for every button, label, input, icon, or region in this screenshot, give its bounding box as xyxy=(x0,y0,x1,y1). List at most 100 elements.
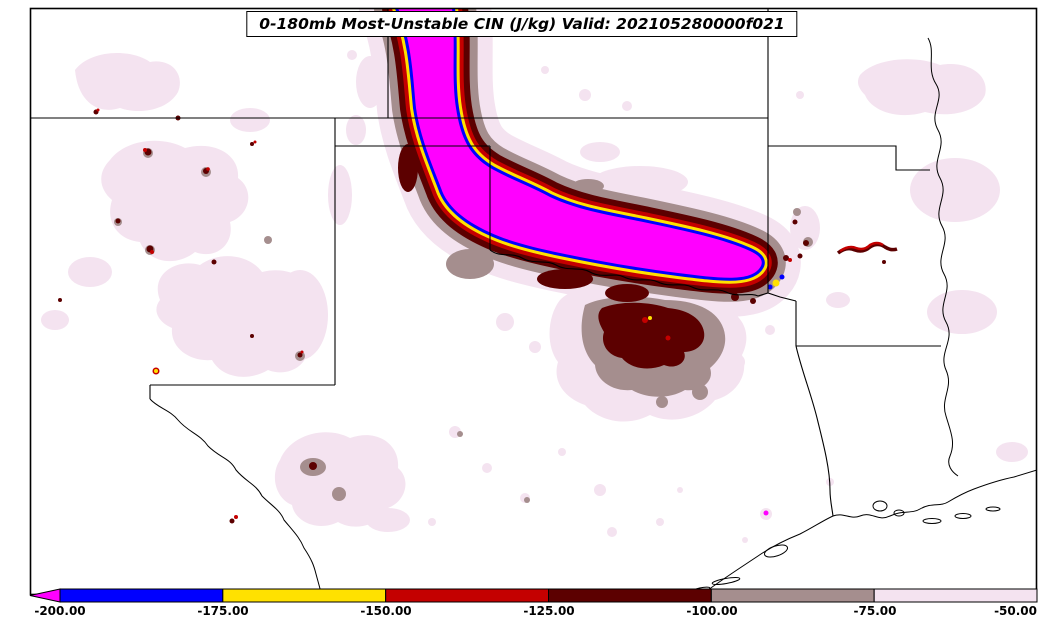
cin-patch xyxy=(346,115,366,145)
cin-patch xyxy=(605,284,649,302)
cin-patch xyxy=(580,142,620,162)
cin-layer-magenta xyxy=(398,8,769,516)
cin-speck xyxy=(150,250,154,254)
cin-filament-arkansas-red xyxy=(839,241,884,253)
cin-patch xyxy=(446,249,494,279)
cin-speck xyxy=(796,91,804,99)
cin-patch xyxy=(41,310,69,330)
contour-layers xyxy=(30,8,1037,595)
cin-speck xyxy=(750,298,756,304)
state-borders xyxy=(30,8,1037,595)
cin-patch-se-maroon xyxy=(598,302,705,369)
cin-speck xyxy=(154,369,158,373)
cin-speck xyxy=(496,313,514,331)
cin-speck xyxy=(677,487,683,493)
cin-speck xyxy=(264,236,272,244)
cin-speck xyxy=(143,148,147,152)
cin-patch xyxy=(572,179,604,193)
cin-speck xyxy=(729,354,745,370)
galveston-bay xyxy=(763,544,789,558)
cin-speck xyxy=(297,352,303,358)
coastal-lake xyxy=(872,500,888,512)
border-red-river xyxy=(489,249,797,302)
barrier-island xyxy=(922,518,942,524)
barrier-island xyxy=(954,513,972,519)
colorbar-segment-red xyxy=(385,588,550,603)
cin-speck xyxy=(250,142,254,146)
cin-speck xyxy=(428,518,436,526)
cin-speck xyxy=(524,497,530,503)
cin-speck xyxy=(692,384,708,400)
cin-speck xyxy=(309,462,317,470)
cin-speck xyxy=(642,317,648,323)
cin-patch xyxy=(75,52,180,112)
rio-grande-river xyxy=(149,398,323,595)
barrier-island xyxy=(711,577,741,585)
cin-speck xyxy=(648,316,652,320)
cin-speck xyxy=(457,431,463,437)
cin-band-core-magenta xyxy=(398,8,762,278)
mississippi-river xyxy=(927,37,959,477)
barrier-island xyxy=(985,506,1001,512)
cin-speck xyxy=(783,255,789,261)
cin-speck xyxy=(803,240,809,246)
cin-patch xyxy=(230,108,270,132)
border-tx-la-sabine xyxy=(795,345,834,517)
gulf-coastline xyxy=(700,469,1037,595)
colorbar-tick-label: -150.00 xyxy=(360,604,412,618)
cin-speck xyxy=(234,515,238,519)
colorbar-segment-blue xyxy=(59,588,224,603)
cin-patch xyxy=(537,269,593,289)
cin-patch xyxy=(910,158,1000,222)
cin-filament-arkansas xyxy=(836,242,898,255)
cin-speck xyxy=(250,334,254,338)
colorbar-tick-label: -200.00 xyxy=(34,604,86,618)
cin-speck xyxy=(656,518,664,526)
colorbar-tick-label: -50.00 xyxy=(994,604,1037,618)
cin-speck xyxy=(300,350,304,354)
cin-speck xyxy=(332,487,346,501)
cin-patch xyxy=(272,270,328,360)
colorbar xyxy=(29,588,1038,603)
cin-speck xyxy=(541,66,549,74)
coastal-lake xyxy=(893,509,905,517)
cin-speck xyxy=(579,89,591,101)
colorbar-tick-label: -75.00 xyxy=(853,604,897,618)
cin-speck xyxy=(797,253,803,259)
cin-patch xyxy=(790,206,820,250)
cin-patch xyxy=(328,165,352,225)
colorbar-segment-mauve xyxy=(710,588,875,603)
border-mo-ar-bootheel xyxy=(768,145,930,171)
cin-speck xyxy=(882,260,886,264)
cin-speck xyxy=(482,463,492,473)
cin-speck xyxy=(792,219,798,225)
cin-speck xyxy=(767,284,773,290)
cin-layer-pink xyxy=(41,8,1028,543)
cin-patch-arkansas xyxy=(857,59,986,116)
cin-speck xyxy=(211,259,217,265)
cin-speck xyxy=(763,510,769,516)
cin-speck xyxy=(607,527,617,537)
cin-patch xyxy=(398,144,418,192)
cin-patch xyxy=(101,140,249,262)
cin-speck xyxy=(347,50,357,60)
cin-speck xyxy=(742,537,748,543)
cin-patch xyxy=(826,292,850,308)
cin-speck xyxy=(558,448,566,456)
cin-patch-west-texas xyxy=(274,432,406,527)
cin-speck xyxy=(665,335,671,341)
cin-speck xyxy=(115,218,121,224)
cin-speck xyxy=(772,279,780,287)
cin-patch xyxy=(356,56,384,108)
cin-patch xyxy=(996,442,1028,462)
colorbar-extend-arrow xyxy=(29,588,61,603)
cin-speck xyxy=(206,167,210,171)
colorbar-tick-label: -175.00 xyxy=(197,604,249,618)
cin-speck xyxy=(765,325,775,335)
colorbar-segment-yellow xyxy=(222,588,387,603)
colorbar-tick-label: -100.00 xyxy=(686,604,738,618)
cin-speck xyxy=(229,518,235,524)
cin-speck xyxy=(788,258,792,262)
